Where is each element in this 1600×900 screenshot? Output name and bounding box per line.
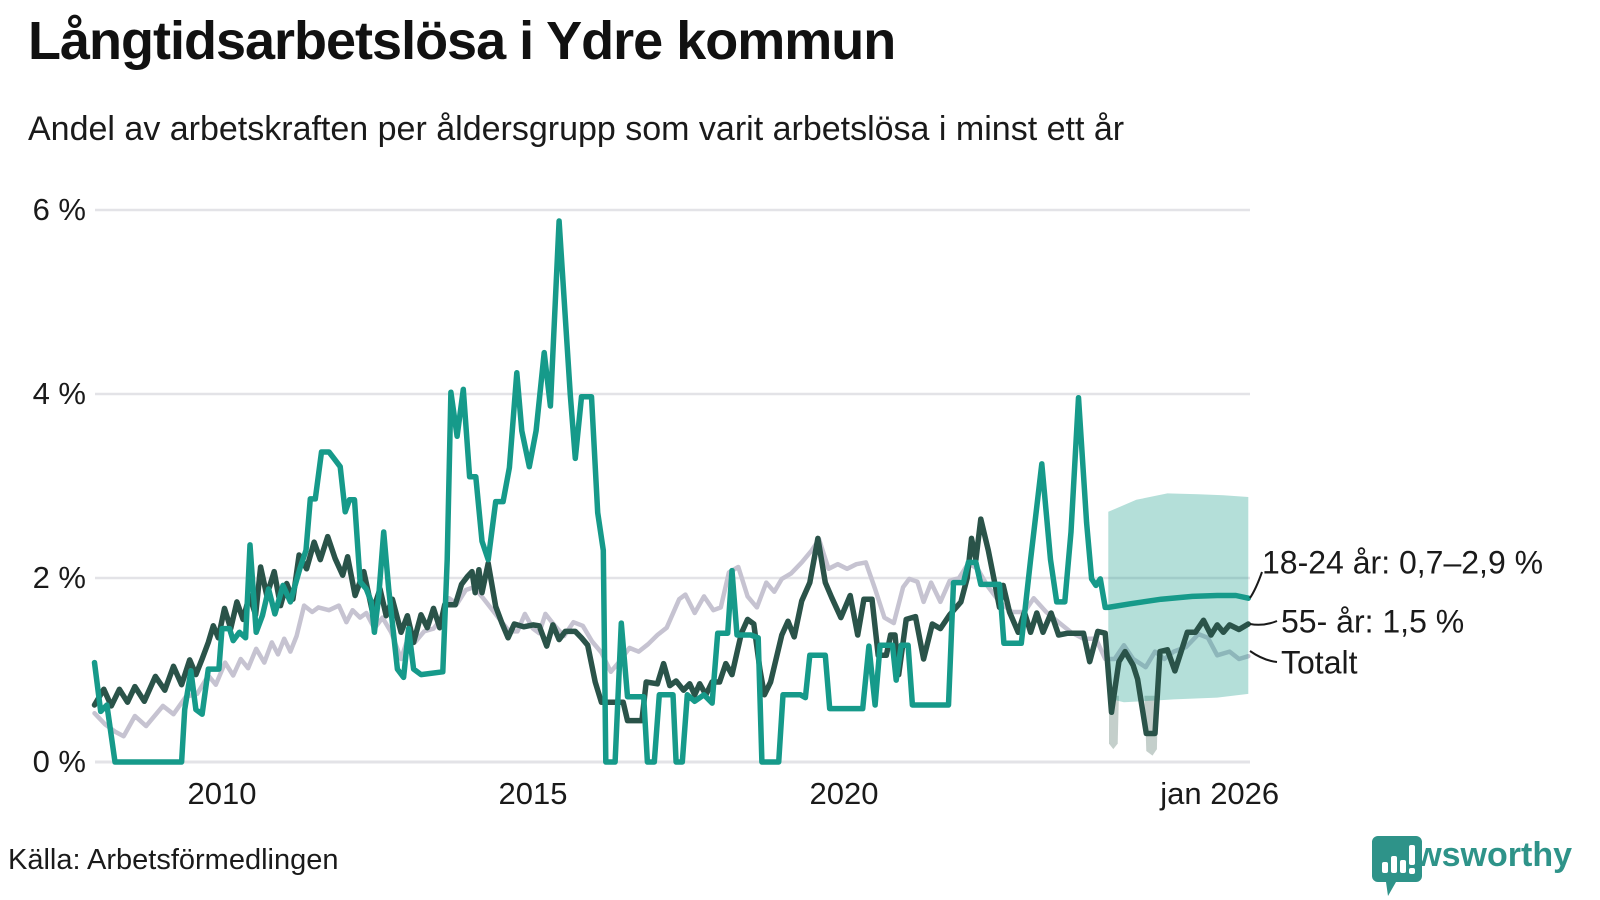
x-tick-label: 2020 bbox=[809, 776, 879, 811]
source-note: Källa: Arbetsförmedlingen bbox=[8, 844, 339, 876]
y-tick-label: 0 % bbox=[32, 744, 86, 779]
series-line-18-24 bbox=[91, 218, 1252, 765]
chart-title: Långtidsarbetslösa i Ydre kommun bbox=[28, 11, 896, 71]
y-tick-label: 4 % bbox=[32, 376, 86, 411]
y-tick-label: 6 % bbox=[32, 192, 86, 227]
y-tick-label: 2 % bbox=[32, 560, 86, 595]
series-line-55 bbox=[91, 516, 1252, 737]
x-tick-label: 2015 bbox=[498, 776, 568, 811]
series-label-young: 18-24 år: 0,7–2,9 % bbox=[1262, 544, 1544, 581]
label-leader-line bbox=[1249, 620, 1278, 626]
x-tick-label: 2010 bbox=[187, 776, 257, 811]
brand-logo: Newsworthy bbox=[1371, 836, 1572, 896]
bar-chart-speech-bubble-icon bbox=[1371, 836, 1422, 896]
series-label-old: 55- år: 1,5 % bbox=[1281, 603, 1465, 640]
chart-subtitle: Andel av arbetskraften per åldersgrupp s… bbox=[28, 110, 1125, 148]
series-label-total: Totalt bbox=[1281, 644, 1358, 681]
label-leader-line bbox=[1249, 650, 1278, 663]
label-leader-line bbox=[1249, 571, 1263, 599]
x-tick-label: jan 2026 bbox=[1160, 776, 1280, 811]
